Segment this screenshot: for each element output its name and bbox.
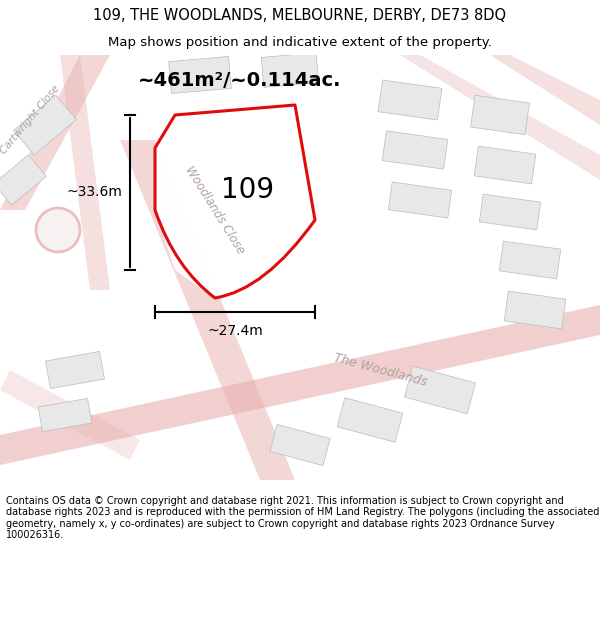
PathPatch shape bbox=[155, 105, 315, 298]
Polygon shape bbox=[382, 131, 448, 169]
Circle shape bbox=[36, 208, 80, 252]
Polygon shape bbox=[0, 370, 140, 460]
Polygon shape bbox=[261, 52, 319, 88]
Polygon shape bbox=[504, 291, 566, 329]
Polygon shape bbox=[404, 366, 476, 414]
Text: Woodlands Close: Woodlands Close bbox=[182, 164, 247, 256]
Polygon shape bbox=[38, 398, 92, 432]
Polygon shape bbox=[270, 424, 330, 466]
Text: Cartwright Close: Cartwright Close bbox=[0, 84, 62, 156]
Polygon shape bbox=[470, 96, 529, 134]
Text: Map shows position and indicative extent of the property.: Map shows position and indicative extent… bbox=[108, 36, 492, 49]
Polygon shape bbox=[499, 241, 561, 279]
Polygon shape bbox=[14, 95, 76, 155]
Text: ~33.6m: ~33.6m bbox=[66, 186, 122, 199]
Text: The Woodlands: The Woodlands bbox=[332, 351, 428, 389]
Polygon shape bbox=[400, 55, 600, 180]
Text: 109: 109 bbox=[221, 176, 275, 204]
Polygon shape bbox=[120, 140, 295, 480]
Polygon shape bbox=[378, 80, 442, 120]
Polygon shape bbox=[46, 351, 104, 389]
Polygon shape bbox=[0, 155, 46, 205]
Polygon shape bbox=[60, 55, 110, 290]
Polygon shape bbox=[490, 55, 600, 125]
Polygon shape bbox=[0, 305, 600, 465]
Polygon shape bbox=[155, 105, 315, 295]
Text: Contains OS data © Crown copyright and database right 2021. This information is : Contains OS data © Crown copyright and d… bbox=[6, 496, 599, 541]
Polygon shape bbox=[337, 398, 403, 442]
Polygon shape bbox=[479, 194, 541, 230]
Polygon shape bbox=[388, 182, 452, 218]
Text: ~461m²/~0.114ac.: ~461m²/~0.114ac. bbox=[138, 71, 341, 89]
Polygon shape bbox=[0, 55, 110, 210]
Text: ~27.4m: ~27.4m bbox=[207, 324, 263, 338]
Polygon shape bbox=[169, 56, 231, 94]
Polygon shape bbox=[474, 146, 536, 184]
Text: 109, THE WOODLANDS, MELBOURNE, DERBY, DE73 8DQ: 109, THE WOODLANDS, MELBOURNE, DERBY, DE… bbox=[94, 8, 506, 23]
